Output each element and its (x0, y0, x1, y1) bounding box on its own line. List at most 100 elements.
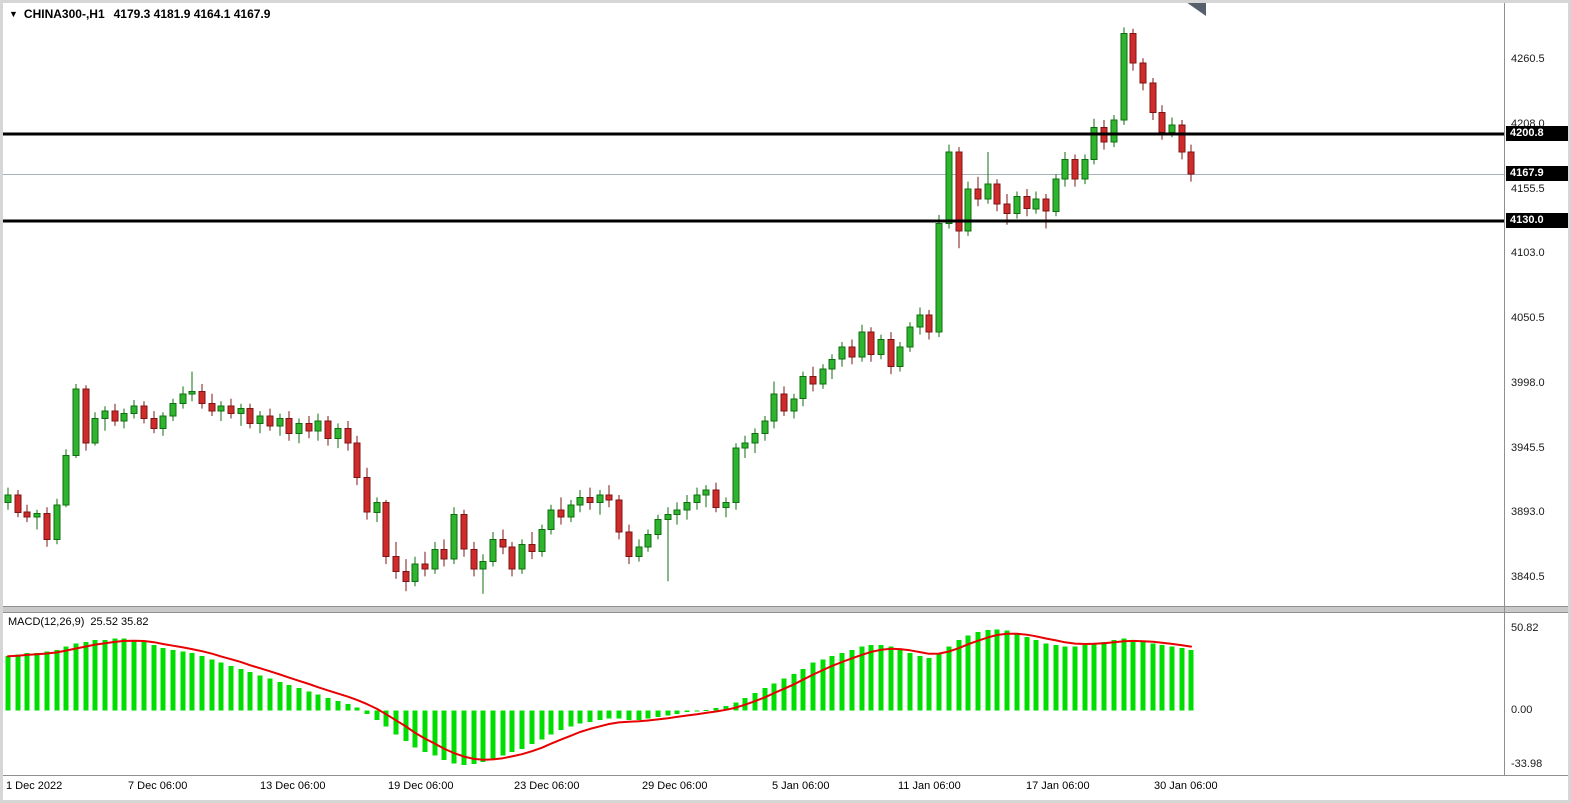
macd-bar (897, 649, 903, 711)
candle (1071, 154, 1079, 187)
macd-bar (791, 673, 797, 711)
macd-bar (199, 656, 205, 711)
candle (1139, 58, 1147, 91)
candle-body (479, 561, 487, 570)
candle (1178, 120, 1186, 160)
macd-bar (762, 688, 768, 711)
macd-bar (694, 710, 700, 712)
price-tick-label: 4103.0 (1511, 247, 1545, 260)
macd-bar (189, 653, 195, 711)
horizontal-line[interactable] (0, 219, 1504, 223)
macd-bar (1111, 640, 1117, 711)
candle-body (1120, 33, 1128, 121)
macd-bar (1140, 641, 1146, 711)
candle-body (1081, 158, 1089, 180)
macd-bar (257, 675, 263, 711)
macd-bar (393, 710, 399, 735)
time-axis-label: 30 Jan 06:00 (1154, 780, 1218, 792)
candle (858, 324, 866, 362)
candle (314, 413, 322, 441)
candle (780, 386, 788, 416)
candle-body (305, 422, 313, 432)
candle-body (819, 368, 827, 385)
horizontal-line[interactable] (0, 132, 1504, 136)
time-axis-label: 13 Dec 06:00 (260, 780, 326, 792)
price-tick-label: 3945.5 (1511, 441, 1545, 454)
candle (150, 411, 158, 434)
candle-body (877, 339, 885, 355)
candle-body (538, 529, 546, 553)
candle (130, 400, 138, 419)
candle (499, 529, 507, 555)
macd-bar (461, 710, 467, 765)
candle-body (450, 514, 458, 560)
candle (896, 342, 904, 372)
candle (906, 322, 914, 352)
candle (450, 507, 458, 565)
macd-bar (325, 697, 331, 711)
candle-body (1061, 158, 1069, 180)
candle (402, 559, 410, 592)
candle (305, 416, 313, 439)
candle-body (392, 556, 400, 573)
candle (567, 499, 575, 523)
candle (470, 541, 478, 577)
symbol-dropdown-icon[interactable]: ▼ (9, 9, 18, 19)
macd-bar (354, 707, 360, 711)
candle (683, 495, 691, 520)
macd-bar (529, 710, 535, 745)
candle-body (761, 420, 769, 434)
macd-bar (558, 710, 564, 730)
candle (1129, 28, 1137, 71)
candle-body (120, 413, 128, 422)
macd-bar (597, 710, 603, 721)
macd-bar (441, 710, 447, 761)
candle-body (4, 494, 12, 503)
price-tick-label: 4050.5 (1511, 312, 1545, 325)
candle (295, 418, 303, 444)
macd-bar (277, 681, 283, 711)
candle (72, 384, 80, 458)
candle-body (344, 427, 352, 444)
candle (712, 482, 720, 513)
macd-bar (141, 641, 147, 711)
macd-bar (471, 710, 477, 765)
macd-bar (946, 646, 952, 711)
candle (237, 403, 245, 426)
candle (654, 514, 662, 540)
macd-bar (1053, 645, 1059, 711)
candle-body (654, 519, 662, 535)
macd-bar (655, 710, 661, 717)
time-axis[interactable]: 1 Dec 2022 7 Dec 06:00 13 Dec 06:00 19 Dec … (0, 778, 1505, 800)
candle (761, 416, 769, 441)
candle (217, 401, 225, 421)
macd-bar (247, 672, 253, 711)
candle (955, 147, 963, 249)
candle-body (489, 538, 497, 563)
candle-body (402, 571, 410, 582)
candle-body (732, 447, 740, 503)
candle (1187, 144, 1195, 182)
macd-bar (73, 643, 79, 711)
price-axis[interactable]: 4260.5 4208.0 4155.5 4103.0 4050.5 3998.0 3945… (1506, 0, 1571, 775)
candle-body (256, 415, 264, 424)
candle (576, 490, 584, 513)
macd-axis-label: 0.00 (1511, 703, 1533, 716)
candle-body (848, 346, 856, 358)
candle (460, 509, 468, 557)
candle (964, 181, 972, 236)
macd-bar (209, 659, 215, 711)
candle (1081, 154, 1089, 185)
macd-bar (1179, 648, 1185, 711)
candle (518, 539, 526, 574)
candle-body (993, 183, 1001, 205)
macd-bar (577, 710, 583, 724)
macd-bar (54, 649, 60, 711)
macd-bar (665, 710, 671, 716)
candle-body (974, 188, 982, 200)
macd-bar (160, 648, 166, 711)
pane-separator[interactable] (0, 607, 1571, 612)
candle-body (916, 314, 924, 328)
scroll-anchor-marker[interactable] (1186, 2, 1206, 16)
